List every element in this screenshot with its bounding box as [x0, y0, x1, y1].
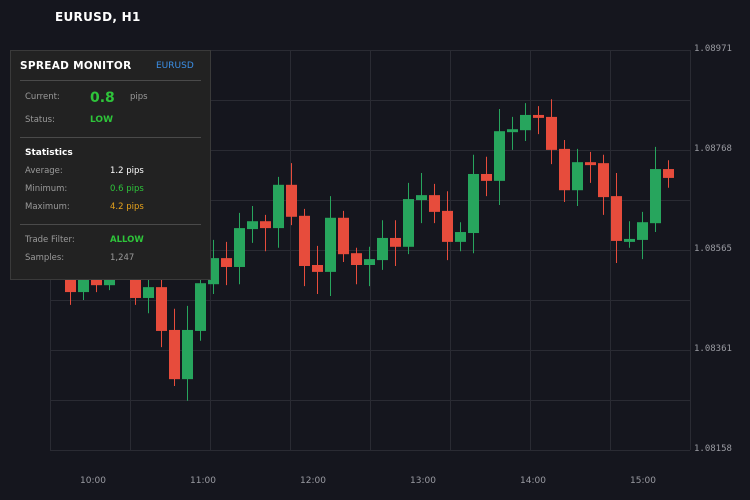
candle-body	[416, 195, 427, 201]
candle-body	[299, 215, 310, 266]
time-tick-label: 14:00	[520, 476, 546, 486]
price-tick-label: 1.08971	[694, 44, 732, 54]
maximum-value: 4.2 pips	[110, 202, 144, 212]
candle-body	[650, 169, 661, 224]
time-tick-label: 10:00	[80, 476, 106, 486]
chart-title: EURUSD, H1	[55, 10, 141, 24]
trade-filter-value: ALLOW	[110, 235, 144, 245]
candle-body	[494, 131, 505, 181]
candle-body	[663, 169, 674, 178]
candle-body	[182, 329, 193, 380]
current-spread-value: 0.8	[90, 90, 115, 106]
candle-body	[78, 274, 89, 293]
candle-body	[598, 163, 609, 198]
candle-body	[624, 238, 635, 242]
current-unit: pips	[130, 92, 148, 102]
time-tick-label: 12:00	[300, 476, 326, 486]
price-tick-label: 1.08565	[694, 244, 732, 254]
candle-body	[260, 221, 271, 229]
candle-body	[338, 217, 349, 255]
divider	[20, 224, 201, 225]
maximum-label: Maximum:	[25, 202, 70, 212]
divider	[20, 137, 201, 138]
candle-body	[611, 196, 622, 241]
price-tick-label: 1.08158	[694, 444, 732, 454]
panel-title: SPREAD MONITOR	[20, 60, 132, 72]
candle-body	[546, 116, 557, 150]
samples-value: 1,247	[110, 253, 135, 263]
spread-monitor-panel: SPREAD MONITOR EURUSD Current: 0.8 pips …	[10, 50, 211, 280]
price-tick-label: 1.08361	[694, 344, 732, 354]
candle-body	[403, 199, 414, 247]
candle-body	[143, 287, 154, 298]
candle-body	[572, 162, 583, 191]
trade-filter-label: Trade Filter:	[25, 235, 75, 245]
candle-body	[429, 195, 440, 212]
candle-body	[507, 129, 518, 133]
candle-body	[559, 148, 570, 191]
candle-body	[65, 269, 76, 293]
price-tick-label: 1.08768	[694, 144, 732, 154]
status-label: Status:	[25, 115, 55, 125]
candle-body	[468, 173, 479, 234]
candle-body	[481, 173, 492, 181]
candle-body	[221, 258, 232, 267]
candle-body	[208, 258, 219, 285]
candle-body	[156, 287, 167, 331]
divider	[20, 80, 201, 81]
minimum-value: 0.6 pips	[110, 184, 144, 194]
candle-body	[91, 274, 102, 286]
candle-body	[234, 228, 245, 267]
candle-body	[351, 253, 362, 266]
candle-body	[377, 237, 388, 261]
candle-body	[273, 184, 284, 229]
status-value: LOW	[90, 115, 113, 125]
time-tick-label: 11:00	[190, 476, 216, 486]
average-label: Average:	[25, 166, 63, 176]
time-tick-label: 15:00	[630, 476, 656, 486]
candle-body	[195, 283, 206, 331]
candle-body	[390, 237, 401, 247]
current-label: Current:	[25, 92, 60, 102]
candle-body	[286, 184, 297, 217]
candle-body	[325, 217, 336, 272]
candle-body	[533, 114, 544, 118]
candle-body	[442, 210, 453, 242]
panel-symbol: EURUSD	[156, 61, 194, 71]
candle-body	[455, 232, 466, 242]
candle-body	[520, 114, 531, 131]
minimum-label: Minimum:	[25, 184, 68, 194]
samples-label: Samples:	[25, 253, 65, 263]
candle-body	[364, 259, 375, 266]
candle-body	[169, 329, 180, 380]
time-tick-label: 13:00	[410, 476, 436, 486]
candle-body	[585, 162, 596, 166]
candle-body	[637, 222, 648, 240]
candle-body	[247, 221, 258, 230]
average-value: 1.2 pips	[110, 166, 144, 176]
statistics-heading: Statistics	[25, 148, 73, 158]
candle-body	[130, 269, 141, 298]
candle-body	[312, 265, 323, 272]
